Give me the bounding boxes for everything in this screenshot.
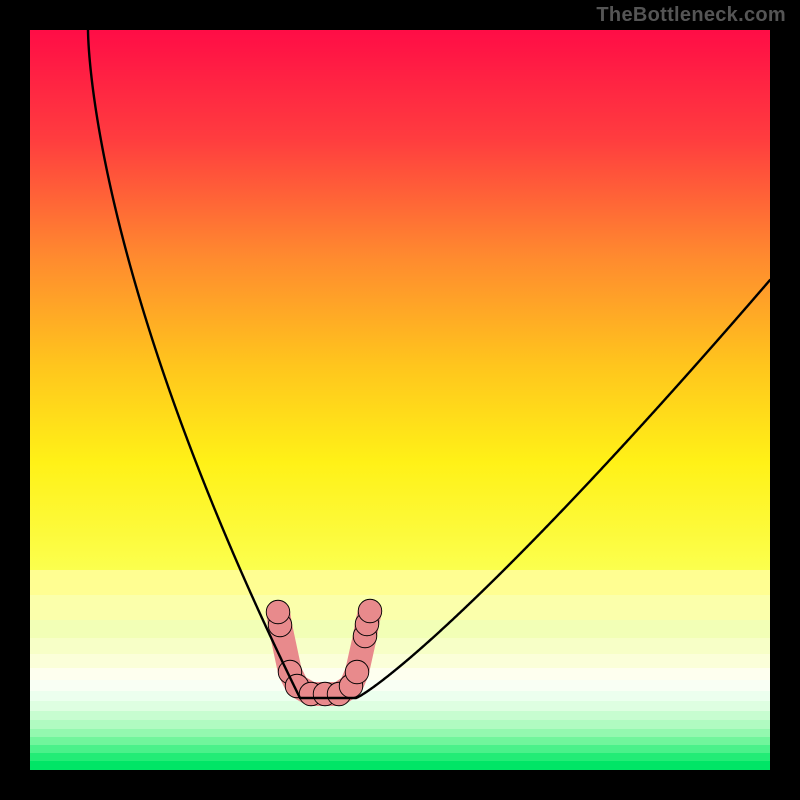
stripe-5 bbox=[30, 668, 770, 680]
stripe-0 bbox=[30, 570, 770, 595]
stripe-15 bbox=[30, 761, 770, 770]
stripe-13 bbox=[30, 745, 770, 753]
stripe-10 bbox=[30, 720, 770, 729]
stripe-12 bbox=[30, 737, 770, 745]
stripe-6 bbox=[30, 680, 770, 691]
stripe-7 bbox=[30, 691, 770, 701]
stripe-9 bbox=[30, 711, 770, 720]
stripe-1 bbox=[30, 595, 770, 620]
chart-svg bbox=[0, 0, 800, 800]
stripe-8 bbox=[30, 701, 770, 711]
stripe-14 bbox=[30, 753, 770, 761]
worm-segment bbox=[345, 660, 369, 684]
watermark-label: TheBottleneck.com bbox=[596, 4, 786, 27]
stripe-2 bbox=[30, 620, 770, 638]
stripe-3 bbox=[30, 638, 770, 654]
worm-cap-top-right bbox=[358, 599, 382, 623]
worm-cap-top-left bbox=[266, 600, 290, 624]
chart-frame: TheBottleneck.com bbox=[0, 0, 800, 800]
stripe-11 bbox=[30, 729, 770, 737]
